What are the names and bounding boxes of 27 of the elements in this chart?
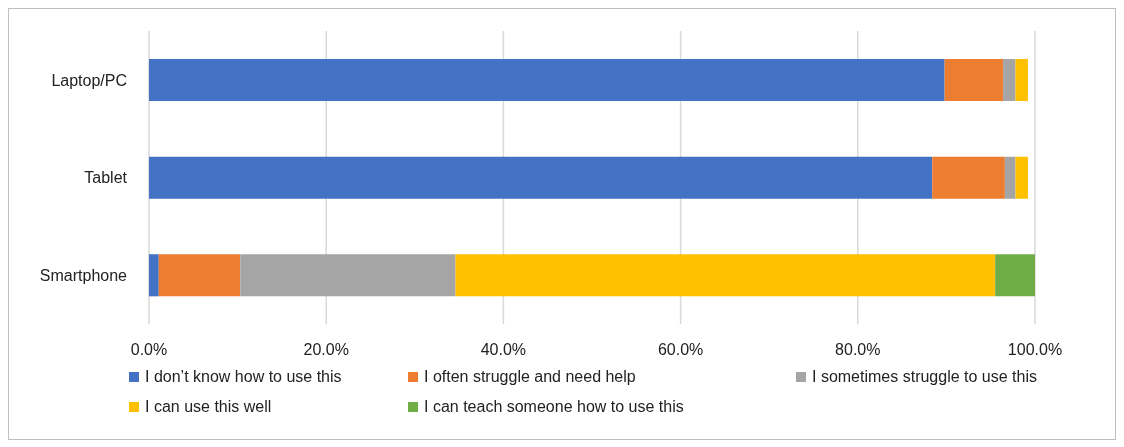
bar xyxy=(240,254,456,297)
bar xyxy=(158,254,241,297)
bar xyxy=(995,254,1035,297)
y-tick-label: Laptop/PC xyxy=(51,71,127,89)
x-tick-label: 20.0% xyxy=(303,341,349,359)
bar xyxy=(1004,156,1016,199)
legend-label: I sometimes struggle to use this xyxy=(812,368,1037,386)
x-tick-label: 0.0% xyxy=(130,341,168,359)
bar xyxy=(149,156,933,199)
bar xyxy=(1015,156,1028,199)
y-tick-label: Smartphone xyxy=(39,266,128,284)
legend-label: I can teach someone how to use this xyxy=(424,398,684,416)
bar xyxy=(1015,59,1028,101)
bar xyxy=(149,59,945,101)
x-tick-label: 60.0% xyxy=(657,341,704,359)
x-tick-label: 80.0% xyxy=(835,341,881,359)
x-tick-label: 40.0% xyxy=(480,341,527,359)
bar xyxy=(149,254,159,297)
bar xyxy=(455,254,996,297)
bar xyxy=(944,59,1004,101)
bar xyxy=(1003,59,1016,101)
legend-label: I can use this well xyxy=(145,398,272,416)
legend-label: I often struggle and need help xyxy=(424,368,636,386)
bar xyxy=(932,156,1005,199)
x-tick-label: 100.0% xyxy=(1007,341,1063,359)
y-tick-label: Tablet xyxy=(84,169,128,187)
legend-label: I don’t know how to use this xyxy=(145,368,342,386)
